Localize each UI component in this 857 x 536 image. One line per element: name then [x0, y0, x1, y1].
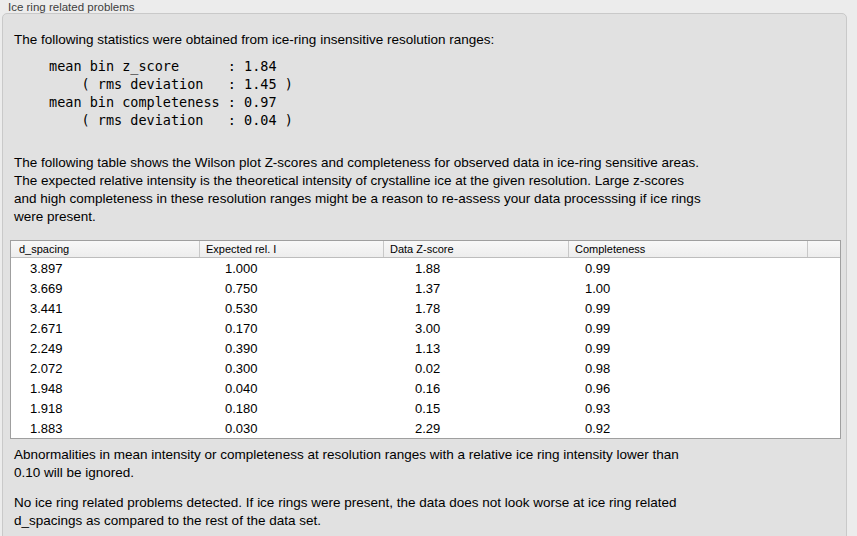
table-cell: 0.98 — [568, 361, 807, 376]
table-cell: 2.249 — [11, 341, 199, 356]
table-cell: 2.29 — [383, 421, 568, 436]
table-cell: 1.948 — [11, 381, 199, 396]
table-cell: 1.37 — [383, 281, 568, 296]
table-cell: 2.072 — [11, 361, 199, 376]
table-cell: 0.96 — [568, 381, 807, 396]
table-cell: 1.000 — [199, 261, 383, 276]
table-cell: 0.040 — [199, 381, 383, 396]
table-cell: 3.897 — [11, 261, 199, 276]
table-cell: 0.15 — [383, 401, 568, 416]
table-cell: 0.99 — [568, 261, 807, 276]
table-cell: 0.93 — [568, 401, 807, 416]
table-cell: 3.669 — [11, 281, 199, 296]
table-header-cell-completeness[interactable]: Completeness — [568, 241, 807, 257]
table-description: The following table shows the Wilson plo… — [14, 154, 701, 226]
table-cell: 1.918 — [11, 401, 199, 416]
table-cell: 0.750 — [199, 281, 383, 296]
table-cell: 1.88 — [383, 261, 568, 276]
table-row[interactable]: 1.9180.1800.150.93 — [11, 398, 840, 418]
table-body: 3.8971.0001.880.993.6690.7501.371.003.44… — [11, 258, 840, 438]
table-row[interactable]: 3.6690.7501.371.00 — [11, 278, 840, 298]
table-row[interactable]: 3.4410.5301.780.99 — [11, 298, 840, 318]
conclusion-text: No ice ring related problems detected. I… — [14, 494, 677, 530]
table-cell: 0.16 — [383, 381, 568, 396]
table-header-filler — [807, 241, 840, 257]
stats-intro-text: The following statistics were obtained f… — [14, 31, 494, 49]
table-row[interactable]: 2.0720.3000.020.98 — [11, 358, 840, 378]
table-cell: 0.390 — [199, 341, 383, 356]
table-cell: 0.99 — [568, 301, 807, 316]
group-box-title: Ice ring related problems — [8, 1, 135, 13]
table-cell: 1.00 — [568, 281, 807, 296]
table-header-cell-d-spacing[interactable]: d_spacing — [11, 241, 199, 257]
table-cell: 0.180 — [199, 401, 383, 416]
table-row[interactable]: 3.8971.0001.880.99 — [11, 258, 840, 278]
table-cell: 0.170 — [199, 321, 383, 336]
ignore-note: Abnormalities in mean intensity or compl… — [14, 446, 679, 482]
table-cell: 0.300 — [199, 361, 383, 376]
table-header-cell-data-z-score[interactable]: Data Z-score — [383, 241, 568, 257]
table-cell: 1.883 — [11, 421, 199, 436]
ice-ring-table: d_spacingExpected rel. IData Z-scoreComp… — [10, 240, 841, 439]
table-cell: 1.78 — [383, 301, 568, 316]
table-row[interactable]: 2.2490.3901.130.99 — [11, 338, 840, 358]
table-cell: 0.92 — [568, 421, 807, 436]
table-cell: 0.030 — [199, 421, 383, 436]
table-cell: 3.00 — [383, 321, 568, 336]
table-header-row: d_spacingExpected rel. IData Z-scoreComp… — [11, 241, 840, 258]
table-cell: 2.671 — [11, 321, 199, 336]
table-header-cell-expected-rel-i[interactable]: Expected rel. I — [199, 241, 383, 257]
group-box: The following statistics were obtained f… — [2, 13, 847, 536]
table-row[interactable]: 2.6710.1703.000.99 — [11, 318, 840, 338]
table-row[interactable]: 1.9480.0400.160.96 — [11, 378, 840, 398]
table-row[interactable]: 1.8830.0302.290.92 — [11, 418, 840, 438]
table-cell: 3.441 — [11, 301, 199, 316]
table-cell: 0.530 — [199, 301, 383, 316]
stats-block: mean bin z_score : 1.84 ( rms deviation … — [49, 57, 293, 129]
table-cell: 0.99 — [568, 341, 807, 356]
table-cell: 0.99 — [568, 321, 807, 336]
table-cell: 0.02 — [383, 361, 568, 376]
table-cell: 1.13 — [383, 341, 568, 356]
